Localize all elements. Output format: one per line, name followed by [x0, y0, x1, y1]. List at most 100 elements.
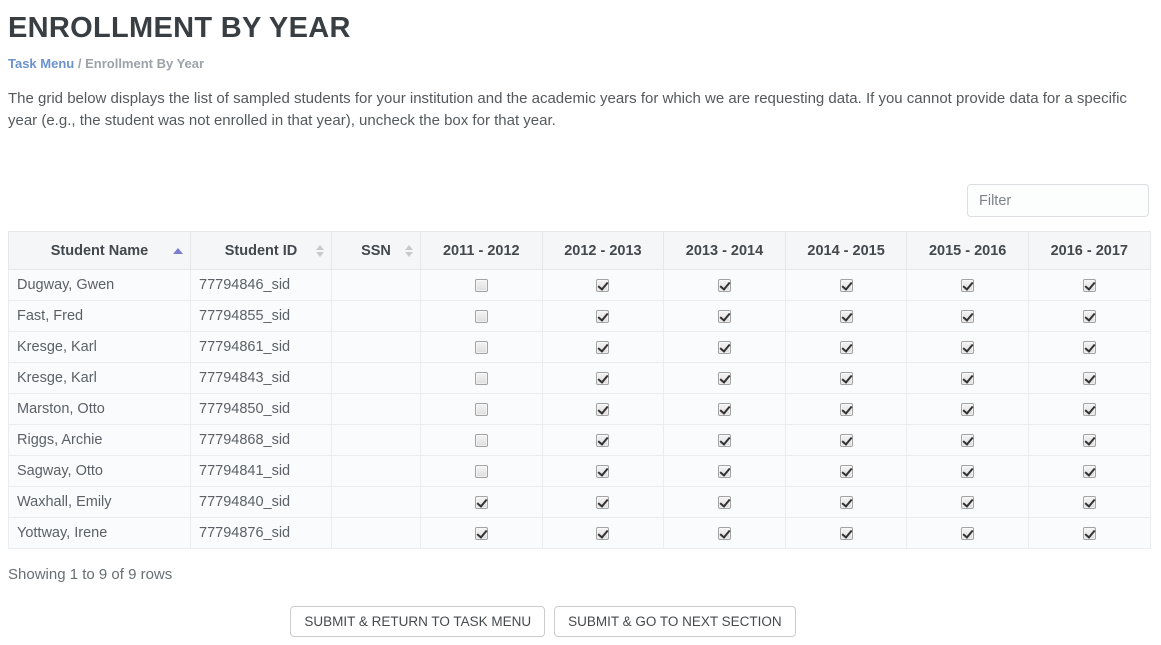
- column-header-2015-2016: 2015 - 2016: [906, 231, 1029, 270]
- checkbox-2012-2013[interactable]: [596, 464, 610, 478]
- column-header-student-name[interactable]: Student Name: [8, 231, 191, 270]
- checkbox-2015-2016[interactable]: [961, 371, 975, 385]
- year-cell: [663, 362, 786, 394]
- checkbox-2014-2015[interactable]: [839, 340, 853, 354]
- year-cell: [541, 331, 665, 363]
- submit-return-task-menu-button[interactable]: SUBMIT & RETURN TO TASK MENU: [290, 606, 546, 637]
- checkbox-2011-2012[interactable]: [474, 402, 488, 416]
- column-header-ssn[interactable]: SSN: [331, 231, 421, 270]
- checkbox-2014-2015[interactable]: [839, 433, 853, 447]
- checkbox-2014-2015[interactable]: [839, 309, 853, 323]
- checkbox-2016-2017[interactable]: [1082, 309, 1096, 323]
- pagination-status: Showing 1 to 9 of 9 rows: [8, 566, 173, 583]
- breadcrumb-link-task-menu[interactable]: Task Menu: [8, 56, 75, 71]
- checkbox-2012-2013[interactable]: [596, 278, 610, 292]
- year-cell: [420, 269, 543, 301]
- column-label: 2015 - 2016: [928, 242, 1007, 259]
- year-cell: [420, 455, 543, 487]
- checkbox-2011-2012[interactable]: [474, 309, 488, 323]
- checkbox-2015-2016[interactable]: [961, 278, 975, 292]
- year-cell: [541, 269, 665, 301]
- checkbox-2011-2012[interactable]: [474, 340, 488, 354]
- checkbox-2013-2014[interactable]: [717, 309, 731, 323]
- checkbox-2013-2014[interactable]: [717, 526, 731, 540]
- submit-next-section-button[interactable]: SUBMIT & GO TO NEXT SECTION: [554, 606, 796, 637]
- checkbox-2012-2013[interactable]: [596, 433, 610, 447]
- checkbox-2011-2012[interactable]: [474, 464, 488, 478]
- ssn-cell: [331, 362, 421, 394]
- checkbox-2016-2017[interactable]: [1082, 371, 1096, 385]
- year-cell: [541, 517, 665, 549]
- year-cell: [420, 300, 543, 332]
- year-cell: [1027, 424, 1151, 456]
- year-cell: [663, 300, 786, 332]
- checkbox-2013-2014[interactable]: [717, 278, 731, 292]
- checkbox-2012-2013[interactable]: [596, 526, 610, 540]
- year-cell: [663, 269, 786, 301]
- checkbox-2013-2014[interactable]: [717, 340, 731, 354]
- checkbox-2014-2015[interactable]: [839, 278, 853, 292]
- column-header-2013-2014: 2013 - 2014: [663, 231, 786, 270]
- checkbox-2012-2013[interactable]: [596, 340, 610, 354]
- year-cell: [663, 331, 786, 363]
- column-label: 2013 - 2014: [685, 242, 764, 259]
- year-cell: [1027, 331, 1151, 363]
- checkbox-2012-2013[interactable]: [596, 402, 610, 416]
- checkbox-2015-2016[interactable]: [961, 433, 975, 447]
- year-cell: [784, 331, 908, 363]
- checkbox-2011-2012[interactable]: [474, 371, 488, 385]
- year-cell: [784, 517, 908, 549]
- checkbox-2015-2016[interactable]: [961, 402, 975, 416]
- checkbox-2013-2014[interactable]: [717, 402, 731, 416]
- student-id-cell: 77794876_sid: [190, 517, 332, 549]
- checkbox-2016-2017[interactable]: [1082, 278, 1096, 292]
- year-cell: [420, 393, 543, 425]
- checkbox-2015-2016[interactable]: [961, 340, 975, 354]
- checkbox-2012-2013[interactable]: [596, 309, 610, 323]
- checkbox-2014-2015[interactable]: [839, 402, 853, 416]
- checkbox-2015-2016[interactable]: [961, 526, 975, 540]
- ssn-cell: [331, 455, 421, 487]
- year-cell: [1027, 517, 1151, 549]
- year-cell: [1027, 300, 1151, 332]
- checkbox-2014-2015[interactable]: [839, 464, 853, 478]
- year-cell: [1027, 486, 1151, 518]
- filter-input[interactable]: [967, 184, 1149, 217]
- checkbox-2016-2017[interactable]: [1082, 402, 1096, 416]
- year-cell: [906, 455, 1029, 487]
- checkbox-2011-2012[interactable]: [474, 495, 488, 509]
- student-name-cell: Dugway, Gwen: [8, 269, 191, 301]
- year-cell: [1027, 455, 1151, 487]
- year-cell: [420, 362, 543, 394]
- checkbox-2016-2017[interactable]: [1082, 526, 1096, 540]
- checkbox-2012-2013[interactable]: [596, 371, 610, 385]
- table-row: Kresge, Karl 77794843_sid: [8, 362, 1151, 394]
- checkbox-2016-2017[interactable]: [1082, 340, 1096, 354]
- table-row: Yottway, Irene 77794876_sid: [8, 517, 1151, 549]
- checkbox-2014-2015[interactable]: [839, 371, 853, 385]
- year-cell: [663, 517, 786, 549]
- checkbox-2011-2012[interactable]: [474, 526, 488, 540]
- column-header-student-id[interactable]: Student ID: [190, 231, 332, 270]
- column-label: SSN: [361, 242, 391, 259]
- checkbox-2016-2017[interactable]: [1082, 433, 1096, 447]
- checkbox-2016-2017[interactable]: [1082, 464, 1096, 478]
- checkbox-2013-2014[interactable]: [717, 433, 731, 447]
- year-cell: [1027, 269, 1151, 301]
- checkbox-2013-2014[interactable]: [717, 371, 731, 385]
- checkbox-2011-2012[interactable]: [474, 278, 488, 292]
- checkbox-2015-2016[interactable]: [961, 464, 975, 478]
- student-name-cell: Marston, Otto: [8, 393, 191, 425]
- checkbox-2014-2015[interactable]: [839, 495, 853, 509]
- checkbox-2011-2012[interactable]: [474, 433, 488, 447]
- checkbox-2015-2016[interactable]: [961, 309, 975, 323]
- checkbox-2014-2015[interactable]: [839, 526, 853, 540]
- year-cell: [906, 300, 1029, 332]
- checkbox-2013-2014[interactable]: [717, 464, 731, 478]
- checkbox-2015-2016[interactable]: [961, 495, 975, 509]
- page-title: ENROLLMENT BY YEAR: [8, 12, 351, 44]
- checkbox-2012-2013[interactable]: [596, 495, 610, 509]
- column-label: 2014 - 2015: [807, 242, 885, 259]
- checkbox-2013-2014[interactable]: [717, 495, 731, 509]
- checkbox-2016-2017[interactable]: [1082, 495, 1096, 509]
